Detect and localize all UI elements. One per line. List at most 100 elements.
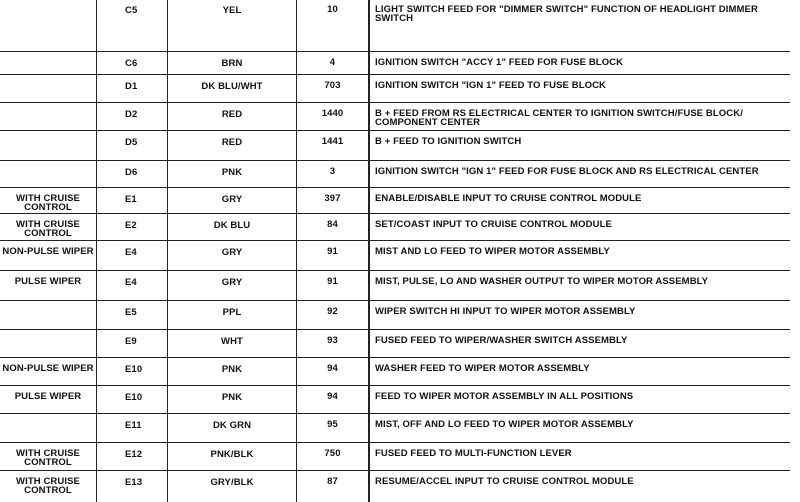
cavity-cell: E4 bbox=[96, 271, 167, 300]
circuit-number-cell: 94 bbox=[296, 386, 368, 413]
condition-cell bbox=[0, 414, 96, 442]
condition-cell: WITH CRUISE CONTROL bbox=[16, 448, 80, 468]
table-row: C6 BRN 4 IGNITION SWITCH "ACCY 1" FEED FOR … bbox=[0, 51, 790, 74]
condition-cell bbox=[0, 131, 96, 160]
wire-color-cell: BRN bbox=[167, 52, 296, 74]
wire-color-cell: PNK bbox=[167, 386, 296, 413]
function-cell: B + FEED FROM RS ELECTRICAL CENTER TO IG… bbox=[368, 103, 790, 130]
condition-cell bbox=[0, 0, 96, 51]
condition-cell: NON-PULSE WIPER bbox=[2, 363, 94, 374]
function-cell: FEED TO WIPER MOTOR ASSEMBLY IN ALL POSI… bbox=[368, 386, 790, 413]
cavity-cell: D2 bbox=[96, 103, 167, 130]
wire-color-cell: YEL bbox=[167, 0, 296, 51]
wire-color-cell: PPL bbox=[167, 301, 296, 329]
circuit-number-cell: 397 bbox=[296, 188, 368, 213]
condition-cell bbox=[0, 330, 96, 357]
wire-color-cell: DK BLU/WHT bbox=[167, 75, 296, 102]
cavity-cell: E10 bbox=[96, 386, 167, 413]
condition-cell: WITH CRUISE CONTROL bbox=[16, 476, 80, 496]
table-row: NON-PULSE WIPER E4 GRY 91 MIST AND LO FEED T… bbox=[0, 240, 790, 270]
condition-cell bbox=[0, 52, 96, 74]
cavity-cell: D5 bbox=[96, 131, 167, 160]
condition-cell bbox=[0, 161, 96, 187]
wire-color-cell: PNK bbox=[167, 358, 296, 385]
table-row: WITH CRUISE CONTROL E2 DK BLU 84 SET/COAST I… bbox=[0, 213, 790, 240]
cavity-cell: E13 bbox=[96, 471, 167, 502]
cavity-cell: E12 bbox=[96, 443, 167, 470]
table-row: D1 DK BLU/WHT 703 IGNITION SWITCH "IGN 1" F… bbox=[0, 74, 790, 102]
circuit-number-cell: 91 bbox=[296, 241, 368, 270]
table-row: E5 PPL 92 WIPER SWITCH HI INPUT TO WIPER MO… bbox=[0, 300, 790, 329]
table-row: PULSE WIPER E4 GRY 91 MIST, PULSE, LO AND WA… bbox=[0, 270, 790, 300]
table-row: E9 WHT 93 FUSED FEED TO WIPER/WASHER SWITCH… bbox=[0, 329, 790, 357]
function-cell: IGNITION SWITCH "ACCY 1" FEED FOR FUSE B… bbox=[368, 52, 790, 74]
wire-color-cell: WHT bbox=[167, 330, 296, 357]
condition-cell: WITH CRUISE CONTROL bbox=[16, 193, 80, 213]
table-row: D6 PNK 3 IGNITION SWITCH "IGN 1" FEED FOR F… bbox=[0, 160, 790, 187]
condition-cell: NON-PULSE WIPER bbox=[2, 246, 94, 257]
table-row: PULSE WIPER E10 PNK 94 FEED TO WIPER MOTOR A… bbox=[0, 385, 790, 413]
circuit-number-cell: 92 bbox=[296, 301, 368, 329]
table-row: WITH CRUISE CONTROL E13 GRY/BLK 87 RESUME/AC… bbox=[0, 470, 790, 502]
table-row: D2 RED 1440 B + FEED FROM RS ELECTRICAL CEN… bbox=[0, 102, 790, 130]
wire-color-cell: RED bbox=[167, 103, 296, 130]
condition-cell: PULSE WIPER bbox=[14, 391, 82, 402]
function-cell: MIST, PULSE, LO AND WASHER OUTPUT TO WIP… bbox=[368, 271, 790, 300]
circuit-number-cell: 750 bbox=[296, 443, 368, 470]
condition-cell: WITH CRUISE CONTROL bbox=[16, 219, 80, 239]
circuit-number-cell: 4 bbox=[296, 52, 368, 74]
function-cell: WIPER SWITCH HI INPUT TO WIPER MOTOR ASS… bbox=[368, 301, 790, 329]
circuit-number-cell: 703 bbox=[296, 75, 368, 102]
cavity-cell: E5 bbox=[96, 301, 167, 329]
condition-cell: PULSE WIPER bbox=[14, 276, 82, 287]
function-cell: RESUME/ACCEL INPUT TO CRUISE CONTROL MOD… bbox=[368, 471, 790, 502]
function-cell: IGNITION SWITCH "IGN 1" FEED FOR FUSE BL… bbox=[368, 161, 790, 187]
function-cell: LIGHT SWITCH FEED FOR "DIMMER SWITCH" FU… bbox=[368, 0, 790, 51]
wire-color-cell: GRY bbox=[167, 241, 296, 270]
condition-cell bbox=[0, 103, 96, 130]
cavity-cell: C6 bbox=[96, 52, 167, 74]
function-cell: B + FEED TO IGNITION SWITCH bbox=[368, 131, 790, 160]
circuit-number-cell: 1440 bbox=[296, 103, 368, 130]
table-row: WITH CRUISE CONTROL E1 GRY 397 ENABLE/DISABL… bbox=[0, 187, 790, 213]
cavity-cell: E1 bbox=[96, 188, 167, 213]
table-row: D5 RED 1441 B + FEED TO IGNITION SWITCH bbox=[0, 130, 790, 160]
function-cell: WASHER FEED TO WIPER MOTOR ASSEMBLY bbox=[368, 358, 790, 385]
circuit-number-cell: 94 bbox=[296, 358, 368, 385]
wire-color-cell: GRY bbox=[167, 271, 296, 300]
function-cell: MIST, OFF AND LO FEED TO WIPER MOTOR ASS… bbox=[368, 414, 790, 442]
cavity-cell: C5 bbox=[96, 0, 167, 51]
circuit-number-cell: 87 bbox=[296, 471, 368, 502]
circuit-number-cell: 1441 bbox=[296, 131, 368, 160]
cavity-cell: D1 bbox=[96, 75, 167, 102]
cavity-cell: E9 bbox=[96, 330, 167, 357]
function-cell: SET/COAST INPUT TO CRUISE CONTROL MODULE bbox=[368, 214, 790, 240]
circuit-number-cell: 84 bbox=[296, 214, 368, 240]
function-cell: ENABLE/DISABLE INPUT TO CRUISE CONTROL M… bbox=[368, 188, 790, 213]
circuit-number-cell: 93 bbox=[296, 330, 368, 357]
wire-color-cell: RED bbox=[167, 131, 296, 160]
cavity-cell: E10 bbox=[96, 358, 167, 385]
wire-color-cell: DK BLU bbox=[167, 214, 296, 240]
circuit-number-cell: 95 bbox=[296, 414, 368, 442]
function-cell: IGNITION SWITCH "IGN 1" FEED TO FUSE BLO… bbox=[368, 75, 790, 102]
table-row: WITH CRUISE CONTROL E12 PNK/BLK 750 FUSED FE… bbox=[0, 442, 790, 470]
circuit-number-cell: 10 bbox=[296, 0, 368, 51]
cavity-cell: E4 bbox=[96, 241, 167, 270]
cavity-cell: D6 bbox=[96, 161, 167, 187]
function-cell: FUSED FEED TO WIPER/WASHER SWITCH ASSEMB… bbox=[368, 330, 790, 357]
circuit-number-cell: 91 bbox=[296, 271, 368, 300]
circuit-number-cell: 3 bbox=[296, 161, 368, 187]
function-cell: FUSED FEED TO MULTI-FUNCTION LEVER bbox=[368, 443, 790, 470]
wire-color-cell: GRY bbox=[167, 188, 296, 213]
wire-color-cell: PNK bbox=[167, 161, 296, 187]
table-row: C5 YEL 10 LIGHT SWITCH FEED FOR "DIMMER SWI… bbox=[0, 0, 790, 51]
cavity-cell: E2 bbox=[96, 214, 167, 240]
cavity-cell: E11 bbox=[96, 414, 167, 442]
wire-color-cell: PNK/BLK bbox=[167, 443, 296, 470]
table-row: E11 DK GRN 95 MIST, OFF AND LO FEED TO WIPE… bbox=[0, 413, 790, 442]
table-row: NON-PULSE WIPER E10 PNK 94 WASHER FEED TO WI… bbox=[0, 357, 790, 385]
function-cell: MIST AND LO FEED TO WIPER MOTOR ASSEMBLY bbox=[368, 241, 790, 270]
wire-color-cell: GRY/BLK bbox=[167, 471, 296, 502]
